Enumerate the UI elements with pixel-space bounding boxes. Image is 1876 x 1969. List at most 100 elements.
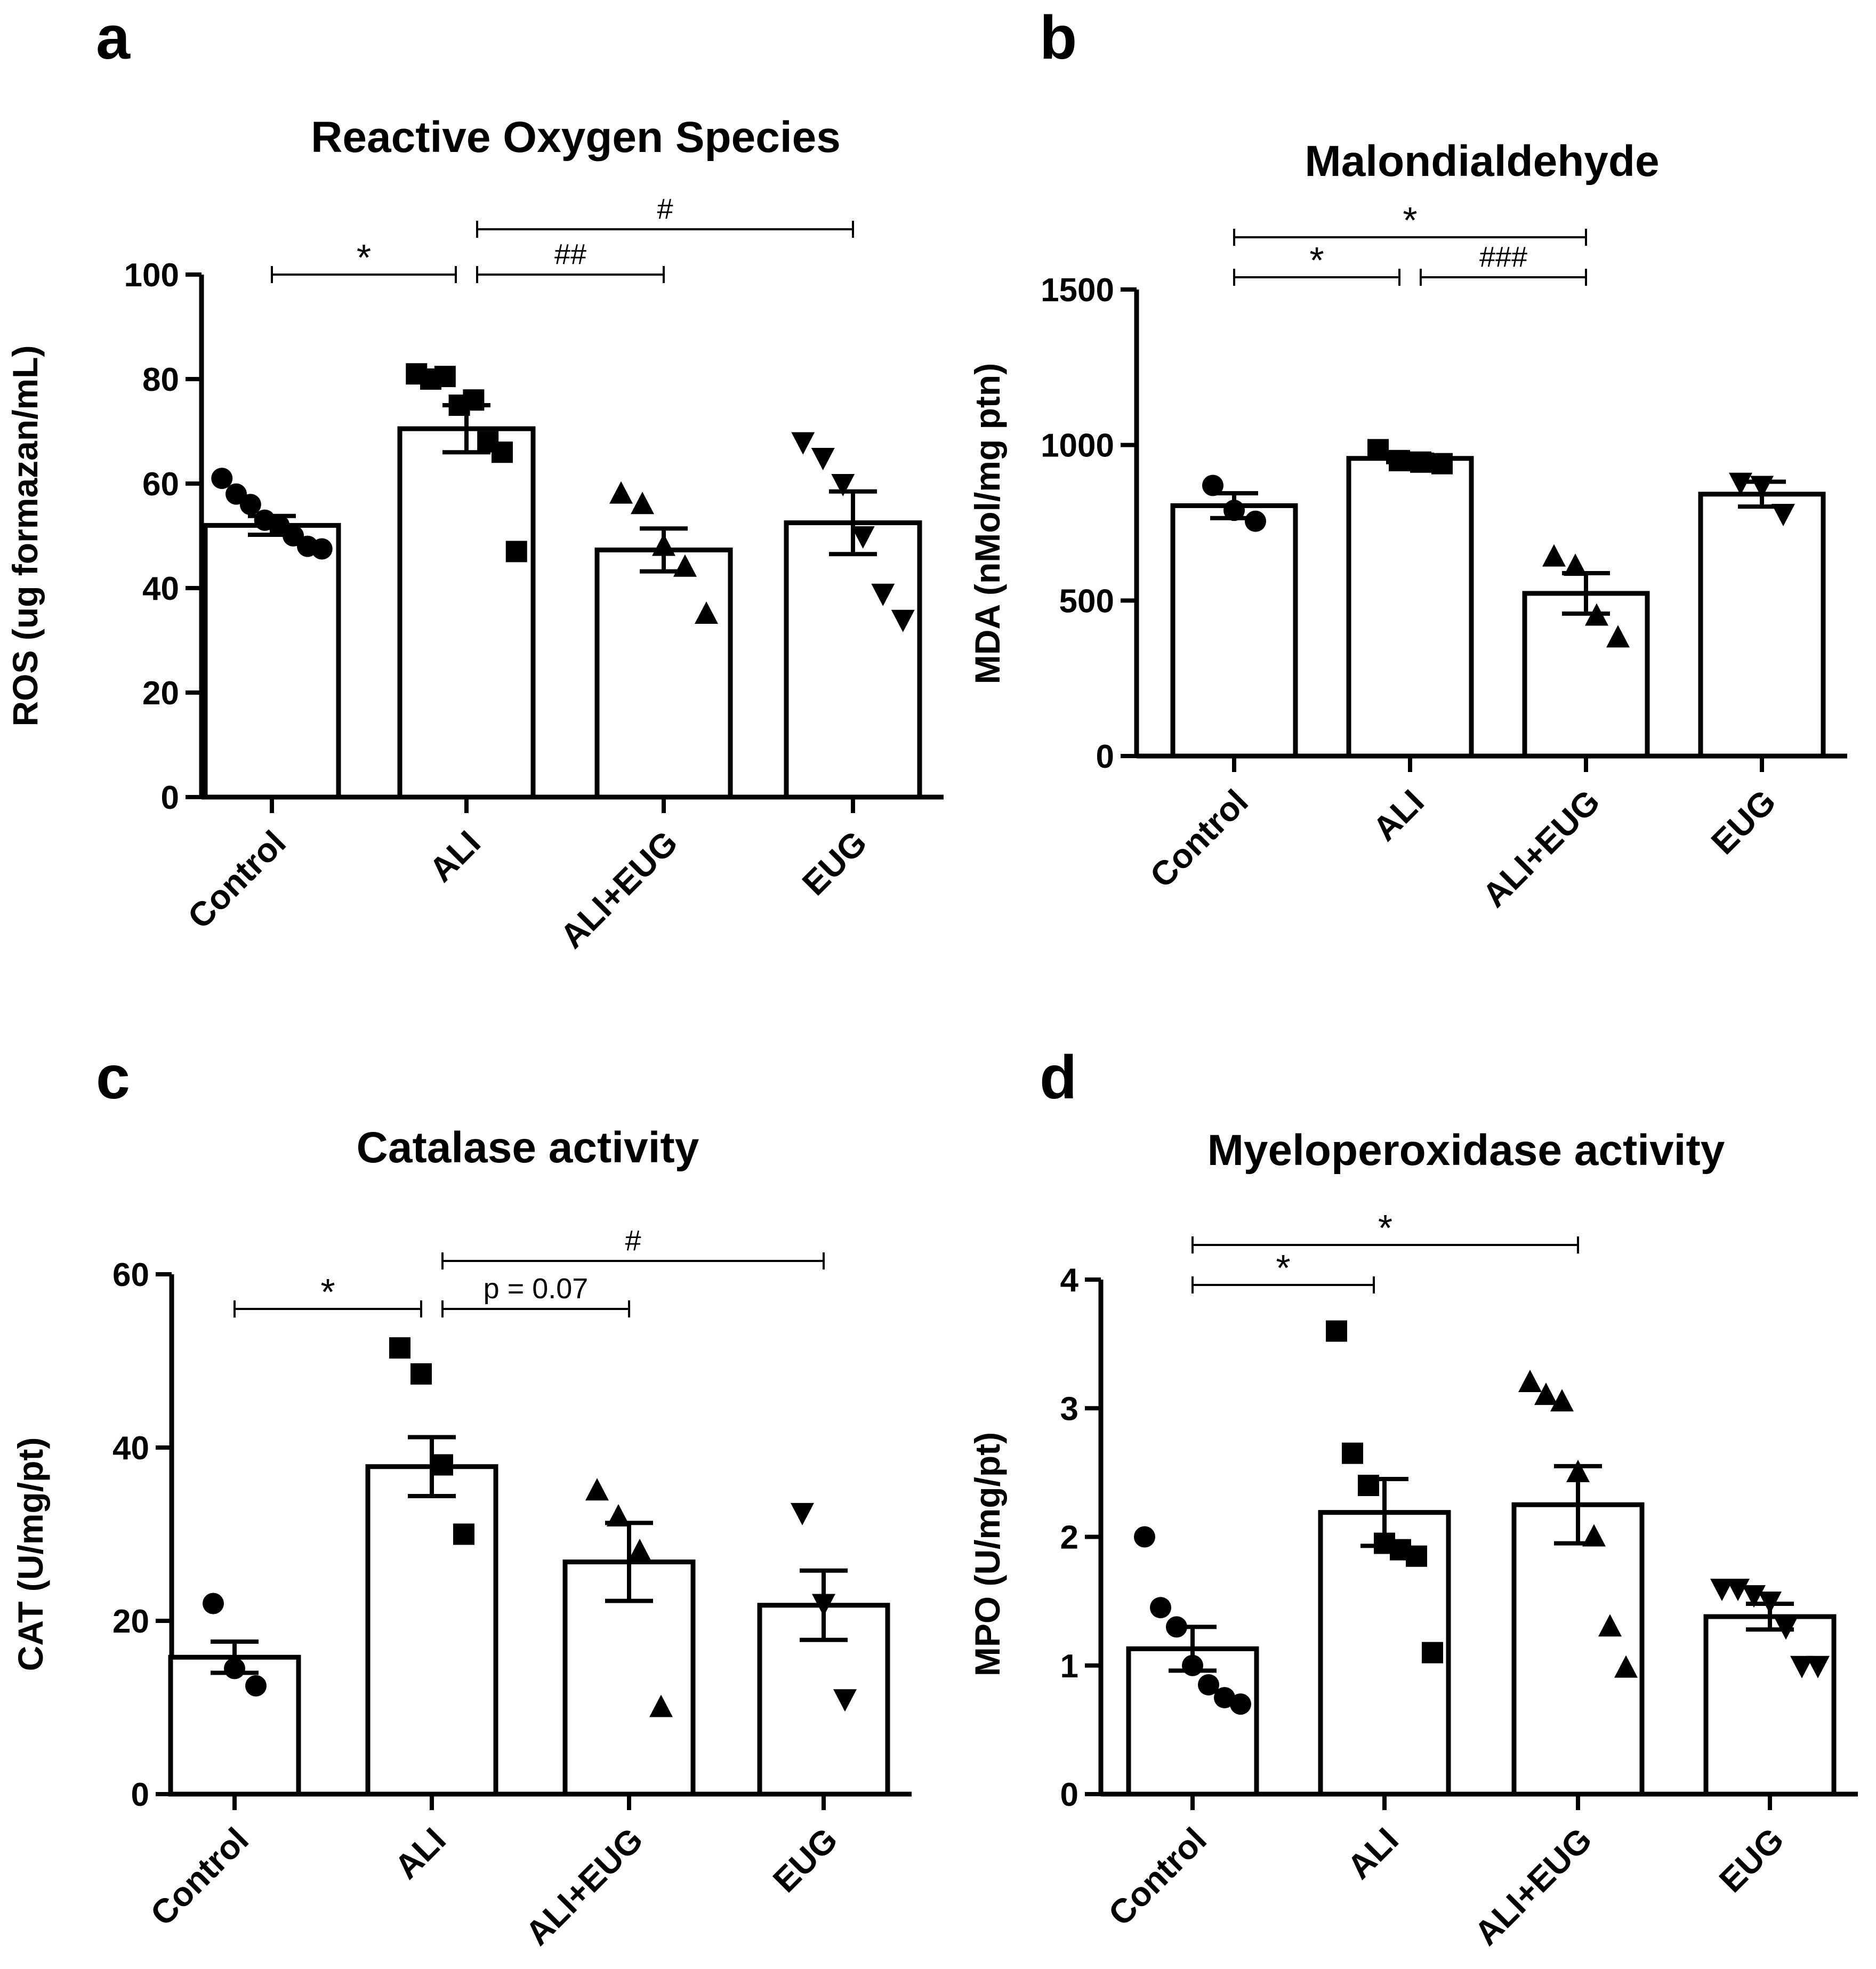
significance-label: ## (554, 238, 586, 270)
data-point (1245, 510, 1266, 532)
significance-label: # (625, 1225, 641, 1257)
y-tick-label: 20 (112, 1603, 149, 1640)
y-tick-label: 60 (142, 466, 179, 503)
x-tick-label: ALI (422, 823, 488, 889)
data-point (1710, 1579, 1734, 1601)
data-point (1166, 1616, 1187, 1638)
y-tick-label: 20 (142, 675, 179, 712)
data-point (1326, 1320, 1347, 1342)
panel-c: c Catalase activity CAT (U/mg/pt) 0 20 40 60 Co… (11, 1043, 912, 1952)
data-point (1758, 1592, 1782, 1614)
significance-label: * (357, 237, 371, 278)
data-point (224, 1658, 245, 1679)
data-point (1742, 1585, 1766, 1608)
data-point (432, 1454, 453, 1476)
x-tick-label: ALI+EUG (1467, 1820, 1599, 1952)
data-point (1606, 625, 1630, 648)
data-point (628, 1539, 651, 1561)
data-point (811, 448, 835, 470)
data-point (453, 1523, 474, 1545)
data-point (1585, 603, 1608, 626)
data-point (851, 526, 875, 549)
bar-ali-eug (594, 547, 733, 800)
bar-ali (365, 1464, 498, 1797)
data-point (649, 1694, 673, 1717)
data-point (1729, 472, 1752, 495)
y-axis-label: ROS (ug formazan/mL) (5, 345, 45, 726)
data-point (1431, 453, 1453, 475)
y-tick-label: 40 (112, 1430, 149, 1467)
data-point (1182, 1654, 1203, 1676)
data-point (1614, 1655, 1638, 1678)
y-tick-label: 80 (142, 361, 179, 398)
x-tick-label: Control (1142, 782, 1255, 895)
data-point (211, 468, 233, 489)
y-tick-label: 60 (112, 1257, 149, 1293)
significance-label: * (1378, 1207, 1392, 1249)
data-point (891, 609, 915, 632)
data-point (791, 1502, 814, 1525)
data-point (1564, 553, 1587, 576)
x-tick-label: Control (1101, 1820, 1214, 1933)
data-point (609, 481, 633, 504)
data-point (1410, 451, 1431, 473)
data-point (1772, 504, 1795, 526)
bar-ali-eug (1522, 591, 1650, 759)
significance-label: * (1309, 239, 1324, 281)
data-point (1790, 1655, 1814, 1678)
data-point (410, 1363, 432, 1385)
bar-control (168, 1654, 301, 1797)
data-point (1389, 449, 1410, 471)
data-point (1598, 1614, 1622, 1637)
y-tick-label: 1500 (1041, 272, 1114, 309)
data-point (831, 474, 855, 496)
y-tick-label: 3 (1060, 1391, 1078, 1427)
x-tick-label: Control (143, 1820, 256, 1933)
data-point (1806, 1655, 1830, 1678)
y-tick-label: 500 (1059, 583, 1114, 620)
y-tick-label: 0 (1096, 738, 1114, 775)
panel-letter: b (1040, 4, 1077, 72)
significance-label: p = 0.07 (484, 1273, 589, 1305)
y-tick-label: 0 (131, 1777, 149, 1813)
data-point (434, 366, 456, 388)
data-point (1230, 1693, 1251, 1715)
bar-ali (1346, 456, 1474, 759)
data-point (1223, 500, 1245, 521)
x-tick-label: EUG (766, 1820, 845, 1900)
data-point (1422, 1642, 1443, 1663)
data-point (389, 1337, 410, 1359)
data-point (1358, 1475, 1379, 1496)
x-tick-label: ALI+EUG (1475, 782, 1607, 914)
chart-title: Myeloperoxidase activity (1207, 1126, 1725, 1175)
data-point (1542, 544, 1566, 567)
data-point (1750, 476, 1774, 499)
significance-label: ### (1479, 241, 1527, 273)
data-point (1550, 1389, 1574, 1412)
y-tick-label: 0 (161, 779, 179, 816)
data-point (491, 441, 513, 463)
bar-eug (1703, 1614, 1837, 1797)
data-point (652, 533, 675, 556)
x-tick-label: ALI+EUG (518, 1820, 650, 1952)
data-point (791, 432, 815, 455)
data-point (1534, 1383, 1558, 1405)
x-tick-label: Control (180, 823, 293, 936)
data-point (585, 1478, 609, 1501)
x-tick-label: ALI (1340, 1820, 1406, 1886)
data-point (1774, 1617, 1798, 1640)
panel-letter: d (1040, 1043, 1077, 1112)
data-point (812, 1594, 835, 1617)
data-point (695, 601, 718, 624)
x-tick-label: ALI (387, 1820, 453, 1886)
data-point (1406, 1545, 1427, 1567)
bar-control (203, 523, 341, 800)
data-point (673, 554, 697, 577)
significance-label: * (1276, 1247, 1290, 1289)
data-point (1342, 1442, 1363, 1464)
chart-title: Catalase activity (357, 1123, 699, 1172)
data-point (203, 1593, 224, 1614)
data-point (1198, 1674, 1219, 1695)
chart-title: Malondialdehyde (1305, 137, 1659, 186)
data-point (1214, 1687, 1235, 1709)
